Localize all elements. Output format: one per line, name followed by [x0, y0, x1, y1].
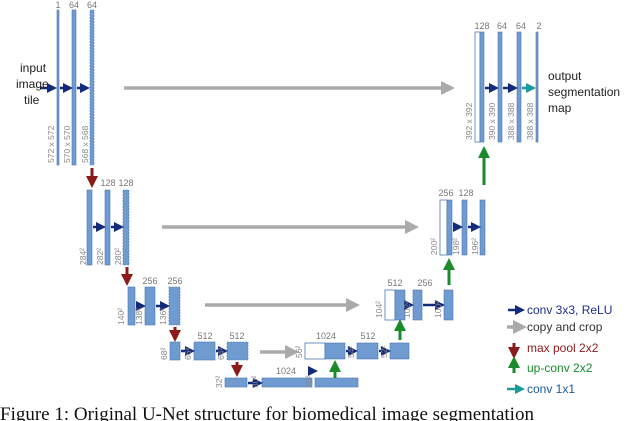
size-label: 392 x 392: [464, 102, 474, 140]
channel-label: 256: [167, 276, 182, 286]
size-label: 56²: [294, 346, 304, 358]
channel-label: 128: [118, 178, 133, 188]
size-label: 570 x 570: [62, 125, 72, 163]
arrows: [40, 81, 536, 394]
output-label: output: [548, 69, 582, 83]
channel-label: 512: [387, 278, 402, 288]
legend-item: copy and crop: [527, 320, 603, 334]
channel-label: 128: [458, 188, 473, 198]
legend-item: max pool 2x2: [527, 341, 599, 355]
channel-label: 512: [360, 331, 375, 341]
size-label: 32²: [214, 376, 224, 388]
size-label: 572 x 572: [46, 125, 56, 163]
legend-item: conv 1x1: [527, 382, 575, 396]
channel-label: 128: [100, 178, 115, 188]
size-label: 136²: [158, 308, 168, 325]
channel-label: 256: [142, 276, 157, 286]
input-label: tile: [24, 93, 40, 107]
caption: Figure 1: Original U-Net structure for b…: [0, 404, 534, 421]
input-label: input: [20, 61, 47, 75]
channel-label: 1024: [276, 366, 296, 376]
output-label: segmentation: [548, 85, 620, 99]
size-label: 68²: [159, 348, 169, 360]
size-label: 138²: [134, 308, 144, 325]
size-label: 390 x 390: [487, 102, 497, 140]
size-label: 104²: [374, 301, 384, 318]
channel-label: 64: [87, 0, 97, 10]
channel-label: 512: [197, 331, 212, 341]
feature-maps: [56, 9, 539, 388]
size-label: 100²: [433, 301, 443, 318]
size-label: 52²: [379, 346, 389, 358]
legend-item: up-conv 2x2: [527, 361, 593, 375]
channel-label: 64: [69, 0, 79, 10]
size-labels: 572 x 572 570 x 570 568 x 568 284² 282² 280² 1…: [46, 102, 535, 388]
size-label: 102²: [402, 301, 412, 318]
channel-label: 64: [516, 21, 526, 31]
channel-label: 1: [55, 0, 60, 10]
size-label: 284²: [78, 248, 88, 265]
channel-label: 128: [474, 21, 489, 31]
channel-label: 256: [417, 278, 432, 288]
channel-label: 2: [536, 21, 541, 31]
size-label: 196²: [470, 238, 480, 255]
channel-label: 64: [497, 21, 507, 31]
size-label: 282²: [95, 248, 105, 265]
size-label: 388 x 388: [506, 102, 516, 140]
channel-label: 1024: [316, 331, 336, 341]
size-label: 140²: [116, 308, 126, 325]
size-label: 388 x 388: [525, 102, 535, 140]
size-label: 66²: [183, 348, 193, 360]
output-label: map: [548, 101, 572, 115]
channel-label: 256: [438, 188, 453, 198]
size-label: 198²: [451, 238, 461, 255]
size-label: 54²: [346, 346, 356, 358]
size-label: 280²: [113, 248, 123, 265]
size-label: 28²: [304, 376, 314, 388]
size-label: 568 x 568: [80, 125, 90, 163]
input-label: image: [16, 77, 49, 91]
size-label: 64²: [216, 348, 226, 360]
channel-label: 512: [229, 331, 244, 341]
legend-item: conv 3x3, ReLU: [527, 303, 612, 317]
size-label: 200²: [429, 238, 439, 255]
size-label: 30²: [250, 376, 260, 388]
